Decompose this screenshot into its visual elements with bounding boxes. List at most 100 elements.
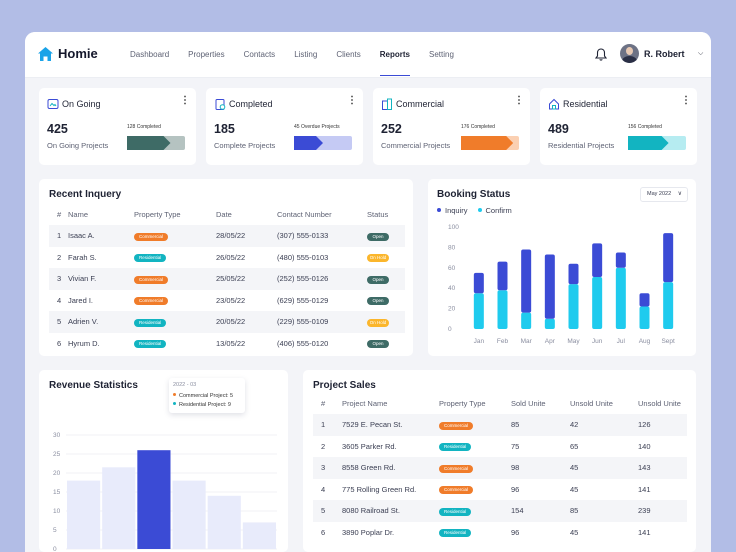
revenue-bar[interactable] bbox=[242, 522, 276, 549]
table-row[interactable]: 1 7529 E. Pecan St. Commercial 85 42 126 bbox=[313, 414, 687, 436]
bar-inquiry[interactable] bbox=[521, 249, 532, 313]
bar-inquiry[interactable] bbox=[544, 254, 555, 319]
stat-tag: 45 Overdue Projects bbox=[294, 124, 340, 130]
row-phone: (229) 555-0109 bbox=[277, 311, 367, 333]
bar-confirm[interactable] bbox=[497, 290, 508, 329]
column-header: Property Type bbox=[439, 399, 486, 408]
bar-confirm[interactable] bbox=[592, 276, 603, 329]
progress-bar bbox=[127, 136, 185, 150]
stat-card-completed[interactable]: Completed ⋮ 185 Complete Projects 45 Overdue… bbox=[206, 88, 363, 165]
project-sales-card: Project Sales # Project Name Property Type… bbox=[303, 370, 696, 552]
tooltip-title: 2022 - 03 bbox=[173, 382, 197, 388]
bar-confirm[interactable] bbox=[473, 293, 484, 329]
chevron-down-icon[interactable]: ⌵ bbox=[698, 50, 704, 57]
revenue-bar[interactable] bbox=[172, 480, 206, 549]
nav-reports[interactable]: Reports bbox=[379, 32, 411, 78]
y-tick-label: 0 bbox=[448, 326, 452, 333]
table-row[interactable]: 4 775 Rolling Green Rd. Commercial 96 45 141 bbox=[313, 479, 687, 501]
row-date: 23/05/22 bbox=[216, 295, 246, 305]
table-row[interactable]: 2 3605 Parker Rd. Residential 75 65 140 bbox=[313, 436, 687, 458]
table-row[interactable]: 3 8558 Green Rd. Commercial 98 45 143 bbox=[313, 457, 687, 479]
table-row[interactable]: 3 Vivian F. Commercial 25/05/22 (252) 555-01… bbox=[49, 268, 405, 290]
revenue-bar[interactable] bbox=[207, 495, 241, 549]
bar-confirm[interactable] bbox=[615, 267, 626, 329]
nav-properties[interactable]: Properties bbox=[188, 50, 225, 59]
nav-setting[interactable]: Setting bbox=[429, 50, 454, 59]
bar-inquiry[interactable] bbox=[568, 263, 579, 285]
bell-icon[interactable] bbox=[595, 48, 607, 61]
bar-confirm[interactable] bbox=[639, 306, 650, 329]
section-title: Booking Status bbox=[437, 189, 511, 200]
brand[interactable]: Homie bbox=[38, 46, 98, 61]
nav-contacts[interactable]: Contacts bbox=[243, 50, 276, 59]
table-body: 1 7529 E. Pecan St. Commercial 85 42 126 2 3605… bbox=[313, 414, 687, 543]
y-tick-label: 10 bbox=[53, 508, 61, 515]
user-name[interactable]: R. Robert bbox=[644, 49, 685, 59]
avatar[interactable] bbox=[620, 44, 639, 63]
bar-confirm[interactable] bbox=[521, 312, 532, 329]
revenue-bar[interactable] bbox=[102, 467, 136, 549]
nav-clients[interactable]: Clients bbox=[336, 50, 361, 59]
bar-confirm[interactable] bbox=[568, 284, 579, 329]
bar-inquiry[interactable] bbox=[497, 261, 508, 291]
column-header: Property Type bbox=[134, 210, 181, 219]
legend-item: Confirm bbox=[477, 206, 512, 215]
bar-inquiry[interactable] bbox=[473, 272, 484, 294]
revenue-bar[interactable] bbox=[137, 450, 171, 549]
sales-table: # Project Name Property Type Sold Unite Unso… bbox=[313, 393, 687, 543]
row-sold: 85 bbox=[511, 414, 570, 436]
y-tick-label: 100 bbox=[448, 224, 459, 231]
row-phone: (252) 555-0126 bbox=[277, 268, 367, 290]
avatar-face bbox=[626, 47, 633, 55]
revenue-bar[interactable] bbox=[67, 480, 101, 549]
type-badge: Residential bbox=[439, 529, 472, 538]
stat-value: 185 bbox=[214, 122, 235, 136]
bar-inquiry[interactable] bbox=[592, 243, 603, 277]
row-phone: (480) 555-0103 bbox=[277, 252, 329, 262]
stat-card-commercial[interactable]: Commercial ⋮ 252 Commercial Projects 176 Com… bbox=[373, 88, 530, 165]
chart-legend: Inquiry Confirm bbox=[437, 206, 512, 215]
table-row[interactable]: 4 Jared I. Commercial 23/05/22 (629) 555-012… bbox=[49, 290, 405, 312]
booking-status-card: Booking Status Inquiry Confirm May 2022 ∨ … bbox=[428, 179, 696, 356]
more-options-icon[interactable]: ⋮ bbox=[347, 95, 357, 106]
row-number: 1 bbox=[313, 414, 342, 436]
table-row[interactable]: 2 Farah S. Residential 26/05/22 (480) 555-01… bbox=[49, 247, 405, 269]
column-header: Project Name bbox=[342, 399, 388, 408]
progress-bar bbox=[628, 136, 686, 150]
row-sold: 75 bbox=[511, 441, 520, 451]
more-options-icon[interactable]: ⋮ bbox=[180, 95, 190, 106]
bar-inquiry[interactable] bbox=[639, 293, 650, 307]
legend-label: Confirm bbox=[485, 206, 512, 215]
dot-icon bbox=[173, 402, 176, 405]
table-row[interactable]: 6 Hyrum D. Residential 13/05/22 (406) 555-01… bbox=[49, 333, 405, 355]
table-row[interactable]: 1 Isaac A. Commercial 28/05/22 (307) 555-013… bbox=[49, 225, 405, 247]
x-tick-label: Feb bbox=[497, 338, 509, 345]
bar-confirm[interactable] bbox=[663, 282, 674, 329]
bar-confirm[interactable] bbox=[544, 318, 555, 329]
y-tick-label: 20 bbox=[53, 470, 61, 477]
more-options-icon[interactable]: ⋮ bbox=[681, 95, 691, 106]
period-select[interactable]: May 2022 ∨ bbox=[640, 187, 688, 202]
nav-listing[interactable]: Listing bbox=[294, 50, 318, 59]
row-project-name: 7529 E. Pecan St. bbox=[342, 414, 439, 436]
row-number: 2 bbox=[57, 252, 62, 262]
row-name: Adrien V. bbox=[68, 311, 134, 333]
dot-icon bbox=[173, 393, 176, 396]
more-options-icon[interactable]: ⋮ bbox=[514, 95, 524, 106]
main-nav: Dashboard Properties Contacts Listing Client… bbox=[130, 32, 473, 78]
column-header: # bbox=[321, 399, 326, 408]
bar-inquiry[interactable] bbox=[663, 233, 674, 283]
stat-card-on-going[interactable]: On Going ⋮ 425 On Going Projects 128 Complet… bbox=[39, 88, 196, 165]
row-type: Commercial bbox=[134, 225, 216, 247]
table-row[interactable]: 5 Adrien V. Residential 20/05/22 (229) 555-0… bbox=[49, 311, 405, 333]
table-row[interactable]: 6 3890 Poplar Dr. Residential 96 45 141 bbox=[313, 522, 687, 544]
gallery-icon bbox=[47, 99, 59, 109]
status-badge: Open bbox=[367, 297, 389, 306]
period-value: May 2022 bbox=[647, 191, 672, 197]
table-row[interactable]: 5 8080 Railroad St. Residential 154 85 239 bbox=[313, 500, 687, 522]
nav-dashboard[interactable]: Dashboard bbox=[130, 50, 170, 59]
stat-card-residential[interactable]: Residential ⋮ 489 Residential Projects 156 C… bbox=[540, 88, 697, 165]
row-sold: 154 bbox=[511, 500, 570, 522]
bar-inquiry[interactable] bbox=[615, 252, 626, 268]
